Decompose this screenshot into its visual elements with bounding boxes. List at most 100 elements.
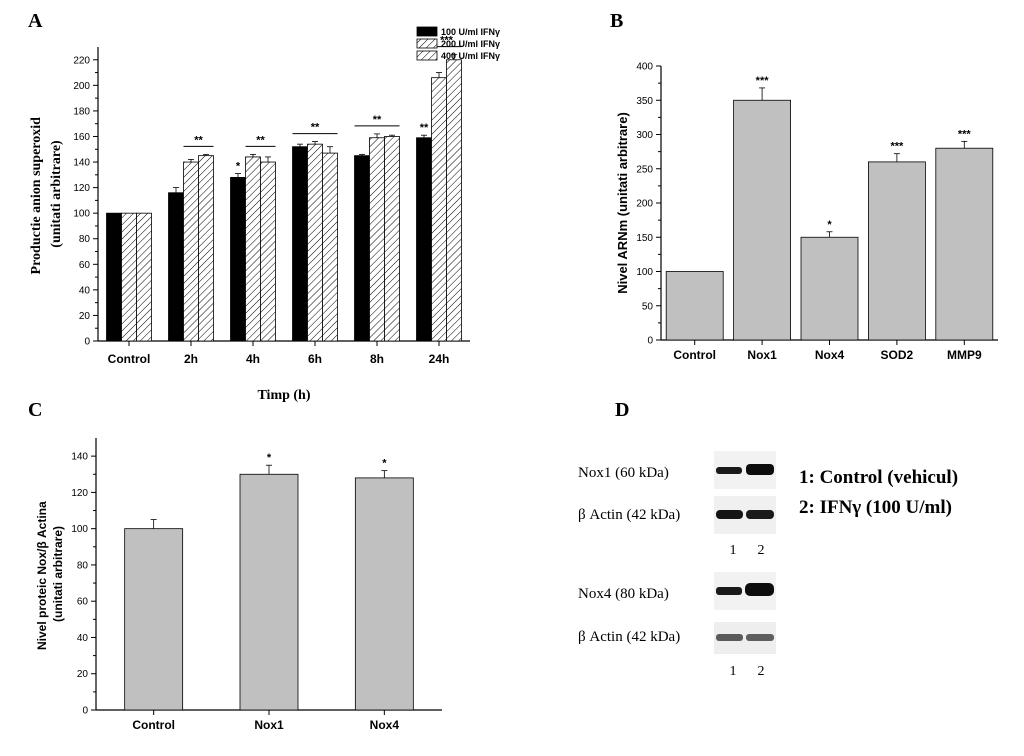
- panel-c-significance-label: *: [267, 452, 272, 464]
- blot-label-actin-1: β Actin (42 kDa): [578, 507, 680, 523]
- panel-b-significance-label: ***: [958, 128, 972, 140]
- panel-a-x-tick-label: 6h: [308, 352, 322, 366]
- panel-c-y-tick-label: 60: [77, 597, 89, 608]
- panel-a-y-axis-title: Productie anion superoxid (unitati arbit…: [29, 114, 64, 275]
- panel-a-plot: 0 20 40 60 80 100 120 140 160 180 200 220 Control 2h 4…: [73, 26, 500, 366]
- panel-b-x-tick-label: SOD2: [881, 348, 914, 362]
- panel-c-bar: [354, 477, 414, 711]
- panel-a-significance-label: **: [373, 114, 382, 126]
- panel-c-y-tick-label: 100: [71, 524, 88, 535]
- panel-b-bar: [868, 161, 926, 341]
- panel-c-bar: [124, 528, 184, 711]
- panel-a-y-tick-label: 120: [73, 183, 90, 194]
- panel-a-legend-swatch: [416, 26, 438, 37]
- panel-b-x-tick-label: MMP9: [947, 348, 982, 362]
- blot-legend-1: 1: Control (vehicul): [799, 467, 958, 488]
- panel-a-bar: [260, 161, 276, 342]
- panel-a: A Productie anion superoxid (unitati arb…: [28, 10, 500, 403]
- panel-c-x-tick-label: Control: [132, 718, 175, 732]
- panel-c-x-tick-label: Nox1: [254, 718, 284, 732]
- panel-c-x-tick-label: Nox4: [370, 718, 400, 732]
- panel-c-y-tick-label: 80: [77, 560, 89, 571]
- panel-b-bar: [665, 271, 724, 341]
- panel-a-y-tick-label: 60: [79, 260, 91, 271]
- panel-c-y-tick-label: 120: [71, 488, 88, 499]
- lane-number-2: 2: [758, 543, 765, 558]
- blot-label-nox1: Nox1 (60 kDa): [578, 465, 669, 481]
- panel-b-y-tick-label: 400: [636, 62, 653, 73]
- panel-a-significance-label: *: [236, 161, 241, 173]
- panel-a-bar: [307, 143, 323, 342]
- panel-c-y-tick-label: 40: [77, 633, 89, 644]
- panel-a-legend-swatch: [416, 38, 438, 49]
- panel-b-plot: 0 50 100 150 200 250 300 350 400 Control Nox1 *** No…: [636, 62, 998, 362]
- panel-b-significance-label: ***: [756, 75, 770, 87]
- panel-c-significance-label: *: [382, 458, 387, 470]
- panel-a-bar: [384, 136, 400, 342]
- panel-a-letter: A: [28, 10, 43, 32]
- panel-c: C Nivel proteic Nox/β Actina (unitati ar…: [28, 399, 442, 732]
- panel-a-y-tick-label: 220: [73, 55, 90, 66]
- panel-d-letter: D: [615, 399, 629, 421]
- panel-a-significance-label: ***: [440, 35, 454, 47]
- panel-b-y-tick-label: 200: [636, 199, 653, 210]
- blot-nox1: [714, 451, 776, 489]
- panel-a-legend-swatch: [416, 50, 438, 61]
- panel-b-y-tick-label: 250: [636, 164, 653, 175]
- blot-legend-2: 2: IFNγ (100 U/ml): [799, 497, 952, 518]
- panel-b-y-tick-label: 150: [636, 233, 653, 244]
- panel-a-legend-label: 400 U/ml IFNγ: [441, 51, 500, 61]
- panel-a-y-tick-label: 80: [79, 234, 91, 245]
- panel-a-bar: [322, 152, 338, 342]
- panel-b: B Nivel ARNm (unitati arbitrare) 0 50 100 1…: [610, 10, 998, 362]
- panel-c-letter: C: [28, 399, 42, 421]
- panel-a-x-tick-label: 2h: [184, 352, 198, 366]
- lane-number-1: 1: [730, 543, 737, 558]
- blot-nox4: [714, 572, 776, 610]
- panel-b-bar: [733, 99, 791, 341]
- panel-a-significance-label: **: [311, 122, 320, 134]
- blot-actin-2: [714, 622, 776, 654]
- panel-a-x-axis-title: Timp (h): [257, 388, 310, 403]
- panel-b-x-tick-label: Nox1: [747, 348, 777, 362]
- panel-b-y-tick-label: 300: [636, 130, 653, 141]
- panel-a-y-tick-label: 100: [73, 209, 90, 220]
- panel-a-y-tick-label: 180: [73, 106, 90, 117]
- panel-a-bar: [292, 146, 308, 342]
- panel-a-x-tick-label: 4h: [246, 352, 260, 366]
- panel-a-bar: [416, 137, 432, 342]
- panel-b-letter: B: [610, 10, 623, 32]
- panel-b-bar: [935, 147, 994, 341]
- panel-a-y-tick-label: 200: [73, 81, 90, 92]
- panel-b-y-tick-label: 100: [636, 267, 653, 278]
- panel-a-x-tick-label: Control: [108, 352, 151, 366]
- panel-a-significance-label: **: [194, 134, 203, 146]
- blot-label-actin-2: β Actin (42 kDa): [578, 629, 680, 645]
- panel-a-y-tick-label: 140: [73, 158, 90, 169]
- panel-c-plot: 0 20 40 60 80 100 120 140 Control Nox1 * Nox4 *: [71, 438, 442, 732]
- panel-c-y-tick-label: 20: [77, 669, 89, 680]
- panel-a-bar: [354, 155, 370, 342]
- panel-b-significance-label: ***: [890, 141, 904, 153]
- panel-d: D Nox1 (60 kDa) β Actin (42 kDa) Nox4 (8…: [578, 399, 958, 679]
- panel-a-legend-label: 200 U/ml IFNγ: [441, 39, 500, 49]
- panel-a-bar: [245, 156, 261, 342]
- panel-b-x-tick-label: Control: [673, 348, 716, 362]
- panel-b-x-tick-label: Nox4: [815, 348, 845, 362]
- panel-a-bar: [136, 212, 152, 342]
- panel-b-y-tick-label: 350: [636, 96, 653, 107]
- panel-c-y-tick-label: 140: [71, 452, 88, 463]
- blot-label-nox4: Nox4 (80 kDa): [578, 586, 669, 602]
- panel-a-y-tick-label: 0: [84, 337, 90, 348]
- panel-b-bar: [800, 236, 859, 341]
- panel-a-bar: [168, 192, 184, 342]
- panel-a-legend-label: 100 U/ml IFNγ: [441, 27, 500, 37]
- lane-number-1-lower: 1: [730, 664, 737, 679]
- panel-a-x-tick-label: 8h: [370, 352, 384, 366]
- panel-a-bar: [183, 161, 199, 342]
- lane-number-2-lower: 2: [758, 664, 765, 679]
- panel-a-significance-label: **: [420, 122, 429, 134]
- panel-c-y-axis-title: Nivel proteic Nox/β Actina (unitati arbi…: [35, 498, 65, 650]
- panel-a-bar: [121, 212, 137, 342]
